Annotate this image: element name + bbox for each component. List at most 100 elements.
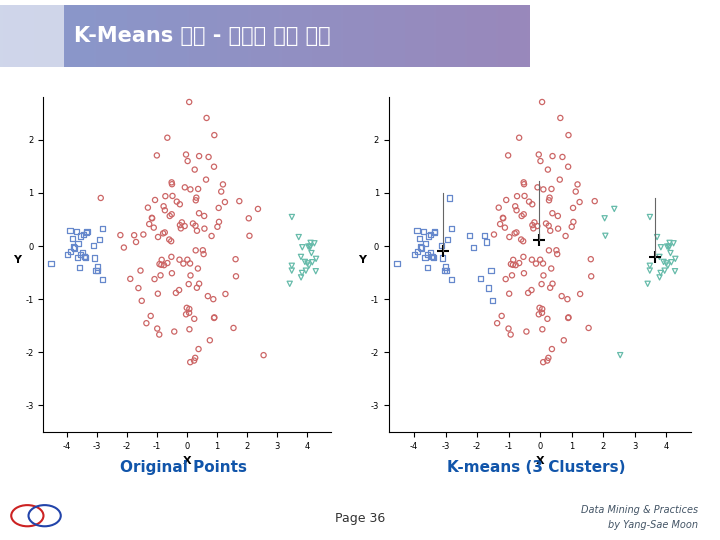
Point <box>92 266 104 275</box>
Point <box>175 224 186 233</box>
Point <box>487 296 498 305</box>
Point <box>552 212 564 220</box>
X-axis label: X: X <box>183 456 192 466</box>
Point <box>199 224 210 233</box>
Point <box>510 228 522 237</box>
Point <box>523 197 535 206</box>
Point <box>652 233 663 241</box>
Point <box>171 197 183 206</box>
Point <box>538 185 549 194</box>
Point <box>152 289 163 298</box>
Point <box>180 310 192 319</box>
Point <box>230 255 241 264</box>
Point <box>136 296 148 305</box>
Point <box>500 195 512 204</box>
Point <box>499 224 510 232</box>
Point <box>503 233 515 241</box>
Point <box>184 325 195 334</box>
Point <box>655 243 667 252</box>
Point <box>566 222 577 231</box>
Point <box>72 253 84 261</box>
Point <box>572 180 583 188</box>
Point <box>174 286 185 294</box>
Point <box>428 228 440 237</box>
Point <box>429 227 441 235</box>
Point <box>546 152 558 160</box>
Point <box>191 284 202 292</box>
Point <box>437 254 449 262</box>
Point <box>567 218 579 226</box>
Point <box>62 250 73 259</box>
Point <box>297 243 308 252</box>
Point <box>543 354 554 362</box>
Text: K-Means 한계 - 크기가 다른 경우: K-Means 한계 - 크기가 다른 경우 <box>74 26 330 46</box>
Point <box>423 232 434 240</box>
Point <box>554 176 565 184</box>
Point <box>526 255 538 264</box>
Point <box>166 180 178 188</box>
Point <box>608 205 620 213</box>
Point <box>658 258 670 266</box>
Point <box>96 224 108 233</box>
Point <box>560 232 572 240</box>
Point <box>541 314 553 323</box>
Point <box>440 263 451 272</box>
Point <box>199 16 210 25</box>
Point <box>662 261 674 270</box>
Point <box>163 235 175 244</box>
Point <box>192 185 204 193</box>
Point <box>509 229 521 238</box>
Point <box>189 314 200 323</box>
Point <box>503 151 514 160</box>
Point <box>513 259 525 267</box>
Point <box>189 165 200 174</box>
Point <box>243 232 255 240</box>
Point <box>500 275 511 284</box>
Point <box>391 259 402 268</box>
Point <box>45 259 57 268</box>
Text: Cluster Analysis: Cluster Analysis <box>621 40 711 51</box>
Point <box>654 253 665 261</box>
Point <box>474 274 486 283</box>
Point <box>125 274 136 283</box>
Point <box>523 288 534 297</box>
Point <box>526 221 538 230</box>
Point <box>148 224 160 232</box>
Point <box>655 268 667 277</box>
Point <box>132 284 144 292</box>
Point <box>166 178 177 187</box>
Point <box>589 197 600 205</box>
Point <box>521 327 532 336</box>
Point <box>600 232 611 240</box>
Point <box>436 241 447 250</box>
Point <box>168 327 180 336</box>
Point <box>304 242 315 251</box>
Point <box>558 336 570 345</box>
Point <box>90 266 102 275</box>
Point <box>243 214 255 222</box>
Point <box>498 214 509 222</box>
Point <box>153 330 165 339</box>
Point <box>68 242 79 251</box>
Point <box>525 83 536 91</box>
Point <box>644 213 656 221</box>
Point <box>138 230 149 239</box>
Point <box>427 252 438 261</box>
Point <box>536 98 548 106</box>
Point <box>309 239 320 248</box>
Point <box>534 303 545 312</box>
Point <box>552 16 564 25</box>
Point <box>200 176 212 184</box>
Text: Data Mining & Practices: Data Mining & Practices <box>581 505 698 515</box>
Point <box>80 253 91 262</box>
Point <box>166 253 177 261</box>
Point <box>302 259 313 268</box>
Point <box>420 239 431 248</box>
Point <box>158 229 169 238</box>
Point <box>536 325 548 334</box>
Point <box>421 263 433 272</box>
Point <box>189 356 200 365</box>
Point <box>654 273 665 282</box>
Point <box>426 252 438 260</box>
Point <box>307 258 318 267</box>
